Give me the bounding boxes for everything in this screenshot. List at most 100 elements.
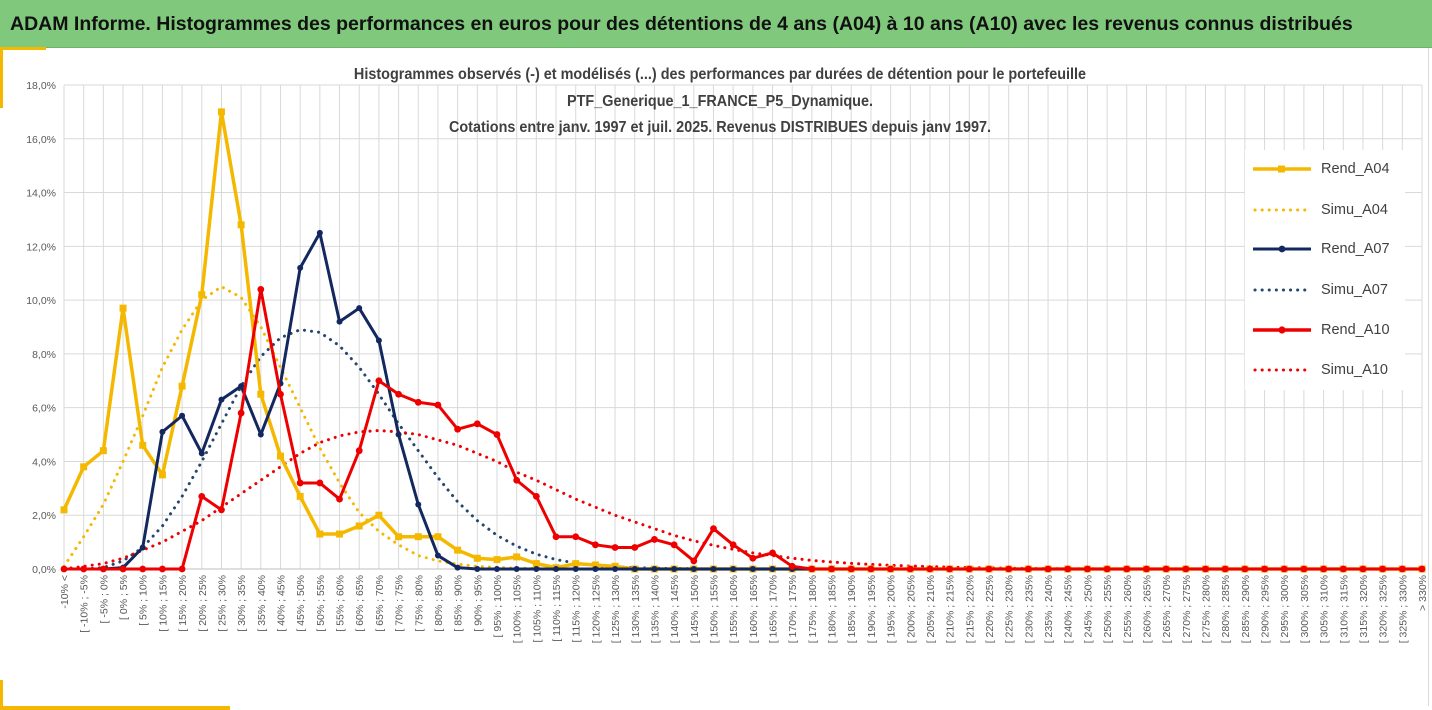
data-point-rend-a10 bbox=[395, 390, 402, 398]
data-point-rend-a10 bbox=[1182, 565, 1190, 573]
data-point-rend-a04 bbox=[178, 382, 186, 390]
x-tick-label: [ 210% ; 215% bbox=[945, 575, 957, 643]
x-tick-label: [ 110% ; 115% bbox=[551, 575, 563, 642]
series-line-simu-a07 bbox=[62, 328, 1424, 571]
data-point-rend-a10 bbox=[1084, 565, 1091, 573]
data-point-rend-a10 bbox=[434, 401, 442, 409]
x-tick-label: [ 60% ; 65% bbox=[354, 575, 366, 632]
data-point-rend-a10 bbox=[296, 479, 304, 487]
x-tick-label: [ 80% ; 85% bbox=[433, 575, 445, 632]
legend-item-simu-a04: Simu_A04 bbox=[1253, 200, 1403, 220]
x-tick-label: [ 75% ; 80% bbox=[413, 575, 425, 632]
legend-swatch-rend-a07 bbox=[1253, 245, 1311, 253]
x-tick-label: [ 255% ; 260% bbox=[1122, 575, 1134, 643]
x-tick-label: [ 250% ; 255% bbox=[1102, 575, 1114, 643]
data-point-rend-a10 bbox=[906, 565, 914, 573]
x-tick-label: [ 225% ; 230% bbox=[1004, 575, 1016, 643]
data-point-rend-a07 bbox=[238, 383, 245, 390]
data-point-rend-a10 bbox=[985, 565, 993, 573]
data-point-rend-a07 bbox=[513, 566, 520, 572]
data-point-rend-a07 bbox=[572, 566, 579, 572]
series-line-rend-a07 bbox=[64, 231, 1422, 571]
x-tick-label: [ 230% ; 235% bbox=[1023, 575, 1035, 643]
data-point-rend-a10 bbox=[965, 565, 973, 573]
report-banner-title: ADAM Informe. Histogrammes des performan… bbox=[0, 0, 1432, 48]
data-point-rend-a04 bbox=[316, 530, 324, 538]
y-tick-label: 14,0% bbox=[26, 188, 56, 200]
data-point-rend-a04 bbox=[434, 533, 442, 541]
legend-swatch-simu-a10 bbox=[1253, 368, 1311, 372]
data-point-rend-a04 bbox=[296, 492, 304, 500]
data-point-rend-a04 bbox=[80, 463, 88, 471]
x-tick-label: [ 175% ; 180% bbox=[807, 575, 819, 643]
data-point-rend-a07 bbox=[592, 566, 599, 572]
data-point-rend-a10 bbox=[80, 565, 88, 573]
legend-swatch-rend-a10 bbox=[1253, 326, 1311, 334]
data-point-rend-a04 bbox=[119, 304, 127, 312]
data-point-rend-a10 bbox=[99, 565, 107, 573]
data-point-rend-a04 bbox=[99, 447, 107, 455]
accent-bar-top bbox=[0, 47, 46, 50]
data-point-rend-a10 bbox=[572, 533, 580, 541]
data-point-rend-a07 bbox=[434, 552, 441, 559]
x-tick-label: [ 280% ; 285% bbox=[1220, 575, 1232, 643]
y-tick-label: 18,0% bbox=[26, 80, 56, 92]
x-tick-label: [ 105% ; 110% bbox=[531, 575, 543, 643]
data-point-rend-a10 bbox=[355, 447, 363, 455]
data-point-rend-a07 bbox=[533, 566, 540, 572]
legend-label: Rend_A07 bbox=[1321, 241, 1390, 257]
accent-bar-left-bottom bbox=[0, 680, 3, 710]
x-tick-label: [ 235% ; 240% bbox=[1043, 575, 1055, 643]
chart-title: Histogrammes observés (-) et modélisés (… bbox=[236, 62, 1203, 142]
data-point-rend-a07 bbox=[297, 264, 304, 271]
x-tick-label: [ 170% ; 175% bbox=[787, 575, 799, 643]
data-point-rend-a04 bbox=[395, 533, 403, 541]
data-point-rend-a10 bbox=[1320, 565, 1327, 573]
x-tick-label: [ 205% ; 210% bbox=[925, 575, 937, 643]
x-tick-label: [ 200% ; 205% bbox=[905, 575, 917, 643]
data-point-rend-a07 bbox=[139, 544, 146, 551]
x-tick-label: > 330% bbox=[1417, 575, 1429, 611]
data-point-rend-a10 bbox=[1379, 565, 1387, 573]
data-point-rend-a10 bbox=[808, 565, 816, 573]
series-line-simu-a10 bbox=[62, 429, 1424, 571]
x-tick-label: [ 15% ; 20% bbox=[177, 575, 189, 632]
data-point-rend-a07 bbox=[690, 566, 697, 572]
y-tick-label: 2,0% bbox=[32, 510, 56, 522]
data-point-rend-a10 bbox=[690, 557, 698, 565]
data-point-rend-a10 bbox=[887, 565, 895, 573]
x-tick-label: [ 190% ; 195% bbox=[866, 575, 878, 643]
data-point-rend-a07 bbox=[375, 337, 382, 344]
x-tick-label: [ -10% ; -5% bbox=[79, 575, 91, 633]
x-tick-label: [ 245% ; 250% bbox=[1082, 575, 1094, 643]
data-point-rend-a04 bbox=[276, 452, 284, 460]
accent-bar-left-top bbox=[0, 48, 3, 108]
data-point-rend-a10 bbox=[1162, 565, 1170, 573]
x-tick-label: [ 290% ; 295% bbox=[1260, 575, 1272, 643]
data-point-rend-a04 bbox=[454, 546, 462, 554]
data-point-rend-a10 bbox=[729, 541, 737, 549]
x-tick-label: [ 130% ; 135% bbox=[630, 575, 642, 643]
x-tick-label: [ 275% ; 280% bbox=[1201, 575, 1213, 643]
x-tick-label: [ 215% ; 220% bbox=[964, 575, 976, 643]
data-point-rend-a07 bbox=[395, 431, 402, 438]
data-point-rend-a04 bbox=[375, 511, 383, 519]
data-point-rend-a10 bbox=[946, 565, 954, 573]
data-point-rend-a10 bbox=[611, 544, 619, 551]
data-point-rend-a07 bbox=[356, 305, 363, 312]
data-point-rend-a04 bbox=[217, 108, 225, 116]
data-point-rend-a04 bbox=[257, 390, 265, 398]
data-point-rend-a10 bbox=[1044, 565, 1052, 573]
y-tick-label: 10,0% bbox=[26, 295, 56, 307]
data-point-rend-a10 bbox=[1241, 565, 1249, 573]
x-tick-label: [ 40% ; 45% bbox=[275, 575, 287, 632]
data-point-rend-a04 bbox=[355, 522, 363, 530]
data-point-rend-a10 bbox=[1280, 565, 1288, 573]
x-tick-label: [ 320% ; 325% bbox=[1378, 575, 1390, 643]
data-point-rend-a10 bbox=[316, 479, 324, 487]
data-point-rend-a07 bbox=[749, 566, 756, 572]
legend-item-simu-a10: Simu_A10 bbox=[1253, 360, 1403, 380]
data-point-rend-a10 bbox=[198, 493, 206, 500]
x-tick-label: [ 180% ; 185% bbox=[827, 575, 839, 643]
data-point-rend-a10 bbox=[532, 493, 540, 500]
